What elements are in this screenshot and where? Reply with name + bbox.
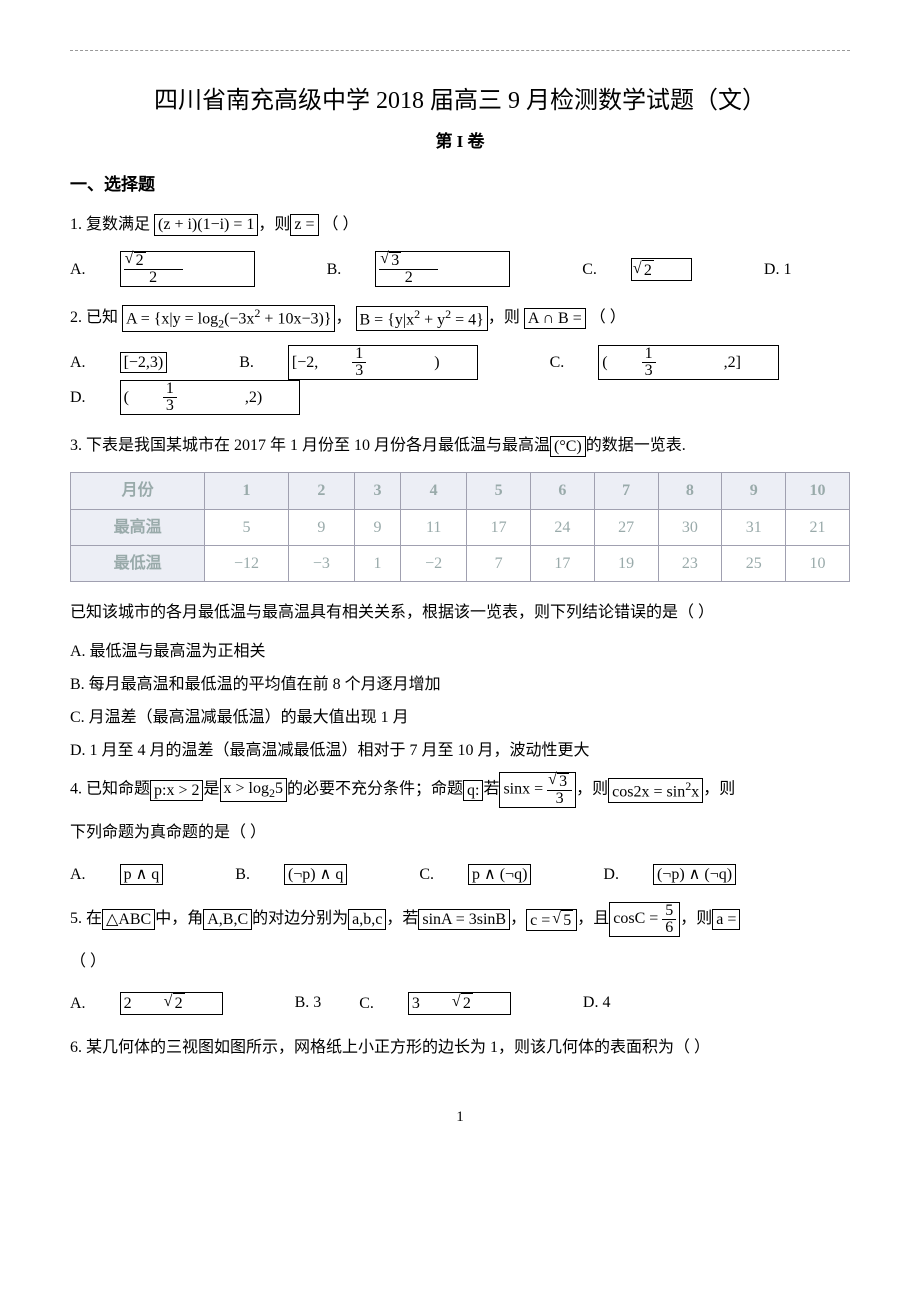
q2-options: A. [−2,3) B. [−2,13) C. (13,2] D. (13,2) — [70, 345, 850, 415]
q2-optA: A. [−2,3) — [70, 348, 201, 376]
q4-optC: C. p ∧ (¬q) — [419, 860, 565, 888]
table-header-row: 月份 1 2 3 4 5 6 7 8 9 10 — [71, 473, 850, 509]
temperature-table: 月份 1 2 3 4 5 6 7 8 9 10 最高温 5 9 9 11 17 … — [70, 472, 850, 582]
q1-mid: ，则 — [258, 216, 290, 233]
question-2: 2. 已知 A = {x|y = log2(−3x2 + 10x−3)}， B … — [70, 301, 850, 335]
q4-options: A. p ∧ q B. (¬p) ∧ q C. p ∧ (¬q) D. (¬p)… — [70, 860, 850, 888]
question-4: 4. 已知命题p:x > 2是x > log25的必要不充分条件；命题q:若si… — [70, 772, 850, 808]
q4-cos: cos2x = sin2x — [608, 778, 703, 803]
question-6: 6. 某几何体的三视图如图所示，网格纸上小正方形的边长为 1，则该几何体的表面积… — [70, 1031, 850, 1065]
q4-optD: D. (¬p) ∧ (¬q) — [603, 860, 770, 888]
q1-tail: （ ） — [323, 216, 359, 233]
q1-optD: D. 1 — [764, 256, 792, 283]
q5-optD: D. 4 — [583, 989, 611, 1016]
col-month: 月份 — [71, 473, 205, 509]
q5-options: A. 22 B. 3 C. 32 D. 4 — [70, 989, 850, 1017]
page-number: 1 — [70, 1105, 850, 1131]
section-heading: 一、选择题 — [70, 171, 850, 200]
q2-setA: A = {x|y = log2(−3x2 + 10x−3)} — [122, 305, 335, 332]
q5-optB: B. 3 — [295, 989, 322, 1016]
exam-subtitle: 第 I 卷 — [70, 128, 850, 157]
q2-optC: C. (13,2] — [550, 345, 813, 380]
q1-optC: C. 2 — [582, 255, 726, 283]
q1-eq2: z = — [290, 214, 318, 235]
q1-optB: B. 32 — [327, 251, 545, 287]
q2-optD: D. (13,2) — [70, 380, 334, 415]
q4-sin: sinx = 33 — [499, 772, 576, 808]
q1-stem: 1. 复数满足 — [70, 216, 150, 233]
exam-title: 四川省南充高级中学 2018 届高三 9 月检测数学试题（文） — [70, 81, 850, 122]
q4-optA: A. p ∧ q — [70, 860, 197, 888]
q5-optC: C. 32 — [359, 989, 545, 1017]
q5-paren: （ ） — [70, 945, 850, 979]
q4-cond: x > log25 — [220, 778, 287, 802]
row-high: 最高温 5 9 9 11 17 24 27 30 31 21 — [71, 509, 850, 545]
top-separator — [70, 50, 850, 51]
q5-c: c = 5 — [526, 909, 577, 931]
row-low: 最低温 −12 −3 1 −2 7 17 19 23 25 10 — [71, 545, 850, 581]
question-1: 1. 复数满足 (z + i)(1−i) = 1，则z = （ ） — [70, 208, 850, 242]
q5-cosC: cosC = 56 — [609, 902, 680, 937]
q5-optA: A. 22 — [70, 989, 257, 1017]
q3-optC: C. 月温差（最高温减最低温）的最大值出现 1 月 — [70, 704, 850, 731]
question-3: 3. 下表是我国某城市在 2017 年 1 月份至 10 月份各月最低温与最高温… — [70, 429, 850, 463]
q3-optA: A. 最低温与最高温为正相关 — [70, 638, 850, 665]
q3-note: 已知该城市的各月最低温与最高温具有相关关系，根据该一览表，则下列结论错误的是（ … — [70, 596, 850, 630]
q4-optB: B. (¬p) ∧ q — [235, 860, 381, 888]
q2-setB: B = {y|x2 + y2 = 4} — [356, 306, 488, 331]
q3-optB: B. 每月最高温和最低温的平均值在前 8 个月逐月增加 — [70, 671, 850, 698]
q1-optA: A. 22 — [70, 251, 289, 287]
question-5: 5. 在△ABC中，角A,B,C的对边分别为a,b,c，若sinA = 3sin… — [70, 902, 850, 937]
q2-cap: A ∩ B = — [524, 308, 586, 329]
q3-optD: D. 1 月至 4 月的温差（最高温减最低温）相对于 7 月至 10 月，波动性… — [70, 737, 850, 764]
q1-options: A. 22 B. 32 C. 2 D. 1 — [70, 251, 850, 287]
q2-stem: 2. 已知 — [70, 309, 118, 326]
q2-optB: B. [−2,13) — [239, 345, 511, 380]
q1-eq1: (z + i)(1−i) = 1 — [154, 214, 258, 235]
q4-line2: 下列命题为真命题的是（ ） — [70, 816, 850, 850]
